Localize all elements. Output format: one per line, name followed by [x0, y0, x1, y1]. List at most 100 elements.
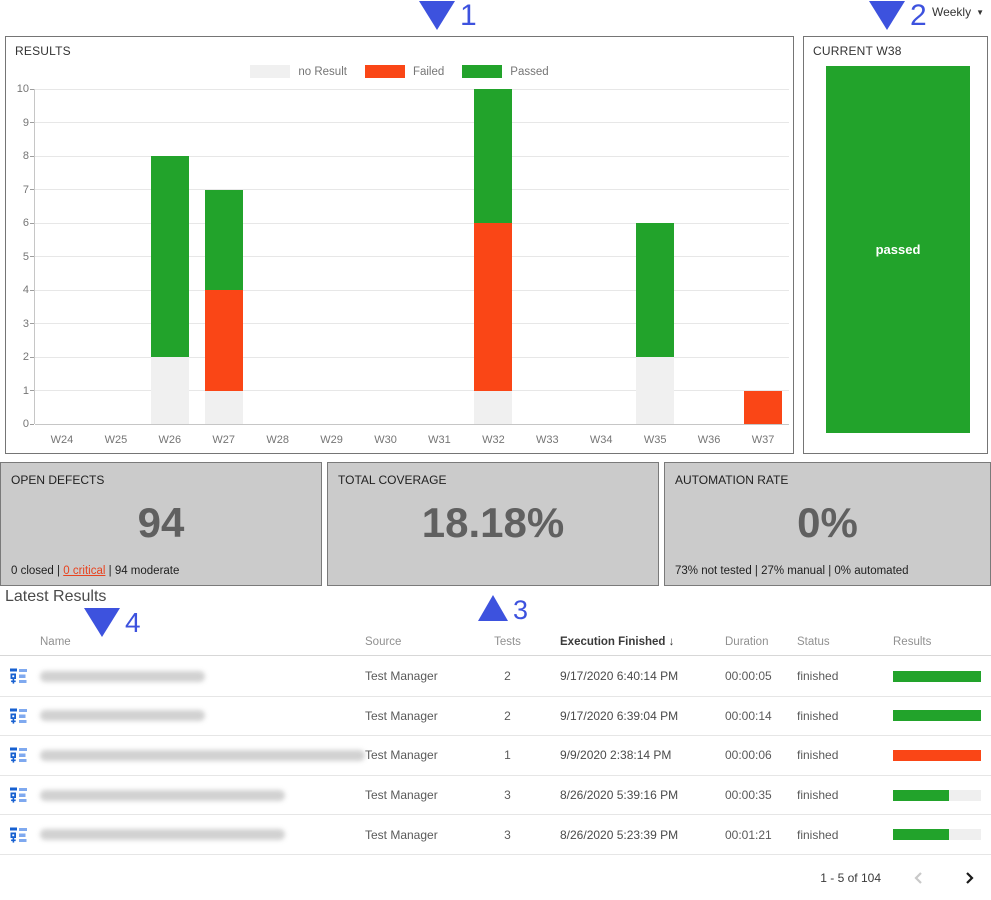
period-dropdown-label: Weekly [931, 5, 972, 19]
x-axis-label: W26 [158, 434, 182, 446]
kpi-automation-rate: AUTOMATION RATE 0% 73% not tested | 27% … [664, 462, 991, 586]
y-axis-label: 0 [22, 418, 29, 430]
x-axis-label: W33 [535, 434, 559, 446]
cell-execution-finished: 8/26/2020 5:23:39 PM [560, 827, 679, 842]
test-run-icon [10, 708, 27, 724]
redacted-name [40, 829, 285, 841]
section-title: Latest Results [5, 588, 107, 605]
cell-tests: 1 [504, 748, 511, 763]
cell-tests: 2 [504, 708, 511, 723]
y-axis-tick [30, 189, 34, 190]
column-header-execution-finished[interactable]: Execution Finished ↓ [535, 636, 715, 648]
legend-item: no Result [250, 65, 347, 78]
annotation-marker-2: 2 [869, 1, 927, 31]
table-body: Test Manager 2 9/17/2020 6:40:14 PM 00:0… [0, 657, 991, 855]
column-header-name[interactable]: Name [40, 635, 71, 648]
pagination-range-label: 1 - 5 of 104 [820, 871, 881, 885]
y-axis-tick [30, 289, 34, 291]
table-row[interactable]: Test Manager 2 9/17/2020 6:40:14 PM 00:0… [0, 657, 991, 697]
kpi-footer: 73% not tested | 27% manual | 0% automat… [675, 565, 909, 577]
current-panel-title: CURRENT W38 [813, 44, 902, 58]
redacted-name [40, 789, 285, 801]
cell-source: Test Manager [365, 708, 438, 723]
x-axis-label: W25 [104, 434, 128, 446]
current-week-status-label: passed [875, 242, 921, 257]
gridline [35, 256, 789, 257]
x-axis-label: W24 [50, 434, 74, 446]
annotation-number: 2 [910, 0, 927, 32]
table-row[interactable]: Test Manager 2 9/17/2020 6:39:04 PM 00:0… [0, 697, 991, 737]
result-bar-segment [893, 789, 950, 801]
legend-label: Failed [412, 65, 445, 78]
previous-page-button[interactable] [907, 866, 931, 890]
cell-status: finished [797, 708, 839, 723]
kpi-value: 0% [797, 499, 858, 546]
stacked-bar-chart: 0 1 2 3 4 5 6 7 8 9 10 W24 W25 W26 W27 W28 W29 W30 W31 W32 W… [17, 83, 789, 446]
cell-results [880, 829, 981, 841]
gridline [35, 289, 789, 291]
table-row[interactable]: Test Manager 3 8/26/2020 5:39:16 PM 00:0… [0, 776, 991, 816]
cell-name [40, 749, 365, 761]
next-page-button[interactable] [957, 866, 981, 890]
column-header-duration[interactable]: Duration [725, 635, 769, 648]
table-row[interactable]: Test Manager 3 8/26/2020 5:23:39 PM 00:0… [0, 815, 991, 855]
y-axis-tick [30, 323, 34, 324]
legend-swatch [364, 65, 405, 78]
bar-segment-failed [204, 290, 243, 391]
arrow-down-icon [84, 608, 120, 637]
cell-source: Test Manager [365, 748, 438, 763]
separator: | [53, 565, 64, 577]
y-axis-tick [30, 390, 34, 391]
y-axis-tick [30, 122, 34, 123]
y-axis-tick [30, 256, 34, 257]
closed-count: 0 closed [11, 565, 54, 577]
period-dropdown[interactable]: Weekly ▼ [932, 5, 984, 19]
x-axis-label: W27 [212, 434, 236, 446]
chevron-left-icon [914, 872, 922, 884]
result-bar [893, 829, 981, 841]
legend-label: no Result [298, 65, 347, 78]
cell-source: Test Manager [365, 669, 438, 684]
y-axis-label: 1 [22, 384, 29, 397]
gridline [35, 155, 789, 157]
table-row[interactable]: Test Manager 1 9/9/2020 2:38:14 PM 00:00… [0, 736, 991, 776]
x-axis-label: W34 [589, 434, 613, 446]
chevron-right-icon [966, 872, 974, 884]
annotation-number: 1 [460, 0, 477, 32]
gridline [35, 189, 789, 190]
redacted-name [40, 670, 205, 682]
bar-segment-failed [474, 223, 513, 391]
arrow-down-icon [869, 1, 905, 30]
x-axis-label: W31 [428, 434, 451, 446]
column-header-tests[interactable]: Tests [494, 635, 521, 648]
critical-defects-link[interactable]: 0 critical [63, 565, 106, 577]
x-axis-label: W32 [482, 434, 505, 446]
column-header-status[interactable]: Status [797, 635, 830, 648]
kpi-title: AUTOMATION RATE [675, 473, 789, 487]
legend-item: Failed [364, 65, 445, 78]
column-header-source[interactable]: Source [365, 635, 402, 648]
bar-segment-no-result [150, 357, 189, 424]
current-week-status-block: passed [826, 66, 970, 433]
result-bar-segment [949, 789, 981, 801]
cell-source: Test Manager [365, 827, 438, 842]
kpi-title: TOTAL COVERAGE [338, 473, 447, 487]
redacted-name [40, 749, 365, 761]
arrow-down-icon [419, 1, 455, 30]
x-axis-label: W36 [697, 434, 721, 446]
y-axis-label: 8 [22, 150, 29, 162]
legend-swatch [462, 65, 503, 78]
chevron-down-icon: ▼ [976, 7, 984, 17]
bar-segment-failed [744, 390, 783, 424]
arrow-up-icon [478, 595, 508, 621]
x-axis-label: W29 [320, 434, 343, 446]
cell-execution-finished: 9/9/2020 2:38:14 PM [560, 748, 672, 763]
cell-execution-finished: 9/17/2020 6:40:14 PM [560, 669, 679, 684]
x-axis-label: W30 [374, 434, 397, 446]
column-header-label: Execution Finished [560, 635, 666, 648]
cell-duration: 00:00:06 [725, 748, 772, 763]
kpi-value: 18.18% [421, 499, 565, 546]
column-header-results[interactable]: Results [893, 635, 932, 648]
gridline [35, 122, 789, 123]
cell-name [40, 829, 365, 841]
